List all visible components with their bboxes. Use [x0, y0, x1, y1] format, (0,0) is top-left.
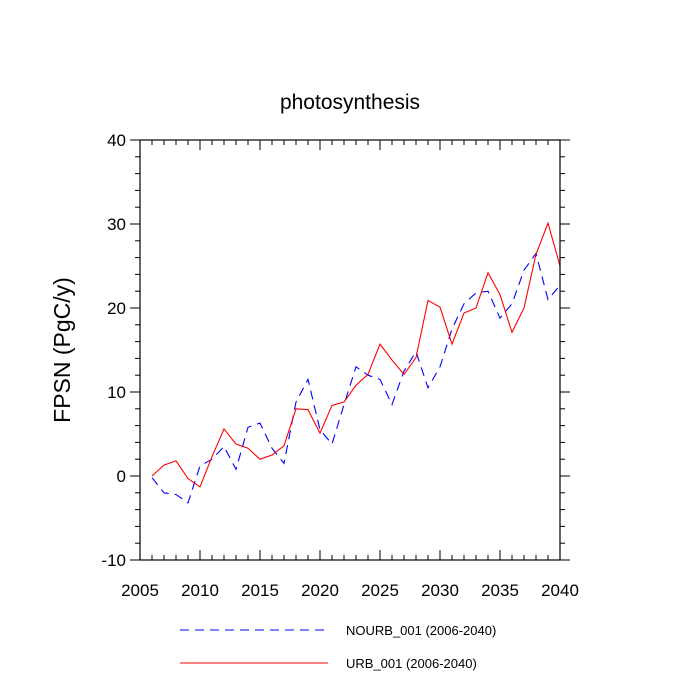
y-tick-label: 0	[117, 467, 126, 486]
y-axis-label: FPSN (PgC/y)	[49, 277, 75, 423]
legend: NOURB_001 (2006-2040) URB_001 (2006-2040)	[180, 623, 496, 671]
y-tick-label: 10	[107, 383, 126, 402]
x-tick-label: 2025	[361, 581, 399, 600]
x-tick-label: 2015	[241, 581, 279, 600]
plot-frame	[139, 139, 561, 561]
y-tick-label: 20	[107, 299, 126, 318]
chart-title: photosynthesis	[280, 91, 420, 114]
series-line-1	[151, 252, 561, 504]
y-tick-label: 30	[107, 215, 126, 234]
x-tick-label: 2035	[481, 581, 519, 600]
x-tick-label: 2010	[181, 581, 219, 600]
x-tick-label: 2030	[421, 581, 459, 600]
x-tick-label: 2005	[121, 581, 159, 600]
axis-ticks	[130, 139, 570, 561]
y-tick-label: -10	[101, 551, 126, 570]
legend-label-2: URB_001 (2006-2040)	[346, 656, 477, 671]
series-lines	[151, 221, 561, 504]
x-tick-label: 2020	[301, 581, 339, 600]
legend-label-1: NOURB_001 (2006-2040)	[346, 623, 496, 638]
y-tick-label: 40	[107, 131, 126, 150]
x-tick-label: 2040	[541, 581, 579, 600]
series-line-2	[151, 221, 561, 488]
tick-labels: 2005 2010 2015 2020 2025 2030 2035 2040-1001020…	[101, 131, 578, 600]
